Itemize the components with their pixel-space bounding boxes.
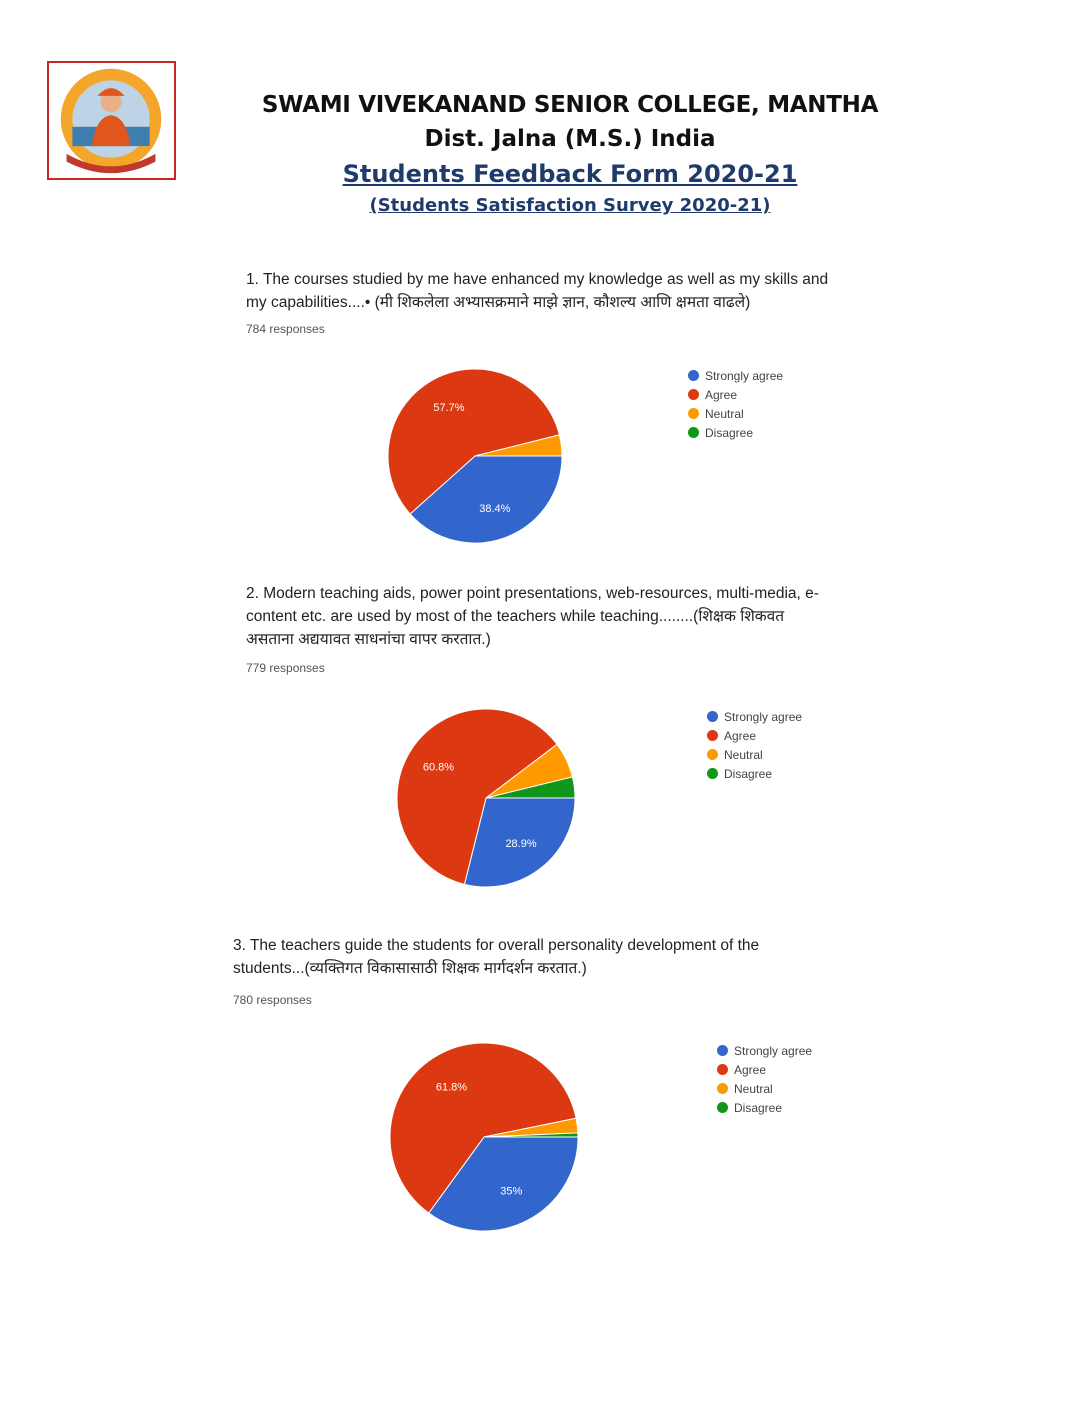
pie-slice-disagree: [485, 776, 576, 799]
pie-data-label: 60.8%: [423, 762, 454, 774]
legend-swatch: [707, 768, 718, 779]
document-header: SWAMI VIVEKANAND SENIOR COLLEGE, MANTHA …: [260, 88, 880, 220]
legend-swatch: [707, 730, 718, 741]
legend-swatch: [717, 1083, 728, 1094]
legend-item-neutral: Neutral: [688, 404, 783, 423]
question-2-line-1: 2. Modern teaching aids, power point pre…: [246, 585, 819, 602]
legend-label: Disagree: [724, 766, 773, 781]
question-1-line-1: 1. The courses studied by me have enhanc…: [246, 271, 829, 288]
legend-swatch: [717, 1045, 728, 1056]
pie-slice-strongly-agree: [409, 455, 563, 544]
legend-label: Disagree: [705, 425, 754, 440]
pie-slice-disagree: [483, 1132, 579, 1138]
question-2-responses: 779 responses: [246, 661, 325, 675]
legend-label: Agree: [705, 387, 738, 402]
legend-item-strongly-agree: Strongly agree: [717, 1041, 812, 1060]
form-title: Students Feedback Form 2020-21: [342, 160, 798, 188]
legend-item-disagree: Disagree: [717, 1098, 812, 1117]
question-2: 2. Modern teaching aids, power point pre…: [246, 582, 886, 651]
legend-label: Disagree: [734, 1100, 783, 1115]
question-2-line-3: असताना अद्ययावत साधनांचा वापर करतात.): [246, 631, 491, 648]
legend-item-agree: Agree: [717, 1060, 812, 1079]
legend-label: Strongly agree: [734, 1043, 813, 1058]
legend-item-strongly-agree: Strongly agree: [707, 707, 802, 726]
college-logo: [47, 61, 176, 180]
legend-swatch: [688, 370, 699, 381]
pie-slice-neutral: [474, 434, 563, 457]
legend-1: Strongly agree Agree Neutral Disagree: [688, 366, 783, 442]
legend-item-agree: Agree: [688, 385, 783, 404]
pie-slice-agree: [396, 708, 558, 885]
question-3-responses: 780 responses: [233, 993, 312, 1007]
legend-swatch: [717, 1064, 728, 1075]
pie-slice-agree: [389, 1042, 577, 1214]
pie-data-label: 35%: [500, 1186, 522, 1198]
question-2-line-2: content etc. are used by most of the tea…: [246, 608, 785, 625]
legend-item-disagree: Disagree: [707, 764, 802, 783]
legend-swatch: [688, 389, 699, 400]
legend-item-strongly-agree: Strongly agree: [688, 366, 783, 385]
legend-label: Neutral: [705, 406, 744, 421]
pie-slice-agree: [387, 368, 561, 515]
pie-slice-strongly-agree: [463, 797, 576, 888]
legend-label: Strongly agree: [705, 368, 784, 383]
question-1: 1. The courses studied by me have enhanc…: [246, 268, 886, 314]
legend-swatch: [688, 408, 699, 419]
legend-item-agree: Agree: [707, 726, 802, 745]
legend-label: Strongly agree: [724, 709, 803, 724]
pie-data-label: 61.8%: [436, 1081, 467, 1093]
pie-data-label: 38.4%: [479, 503, 510, 515]
legend-label: Agree: [724, 728, 757, 743]
college-district: Dist. Jalna (M.S.) India: [424, 126, 716, 152]
pie-slice-strongly-agree: [428, 1136, 579, 1232]
college-emblem-icon: [60, 68, 162, 174]
question-3: 3. The teachers guide the students for o…: [233, 934, 873, 980]
question-1-line-2: my capabilities....• (मी शिकलेला अभ्यासक…: [246, 294, 751, 311]
legend-item-neutral: Neutral: [707, 745, 802, 764]
legend-swatch: [688, 427, 699, 438]
pie-data-label: 57.7%: [433, 402, 464, 414]
legend-label: Neutral: [724, 747, 763, 762]
college-name: SWAMI VIVEKANAND SENIOR COLLEGE, MANTHA: [261, 92, 879, 118]
legend-label: Neutral: [734, 1081, 773, 1096]
legend-label: Agree: [734, 1062, 767, 1077]
legend-swatch: [707, 711, 718, 722]
question-1-responses: 784 responses: [246, 322, 325, 336]
survey-title: (Students Satisfaction Survey 2020-21): [369, 195, 771, 216]
legend-swatch: [717, 1102, 728, 1113]
legend-swatch: [707, 749, 718, 760]
legend-3: Strongly agree Agree Neutral Disagree: [717, 1041, 812, 1117]
legend-2: Strongly agree Agree Neutral Disagree: [707, 707, 802, 783]
legend-item-neutral: Neutral: [717, 1079, 812, 1098]
question-3-line-2: students...(व्यक्तिगत विकासासाठी शिक्षक …: [233, 960, 587, 977]
pie-data-label: 28.9%: [505, 838, 536, 850]
legend-item-disagree: Disagree: [688, 423, 783, 442]
question-3-line-1: 3. The teachers guide the students for o…: [233, 937, 760, 954]
